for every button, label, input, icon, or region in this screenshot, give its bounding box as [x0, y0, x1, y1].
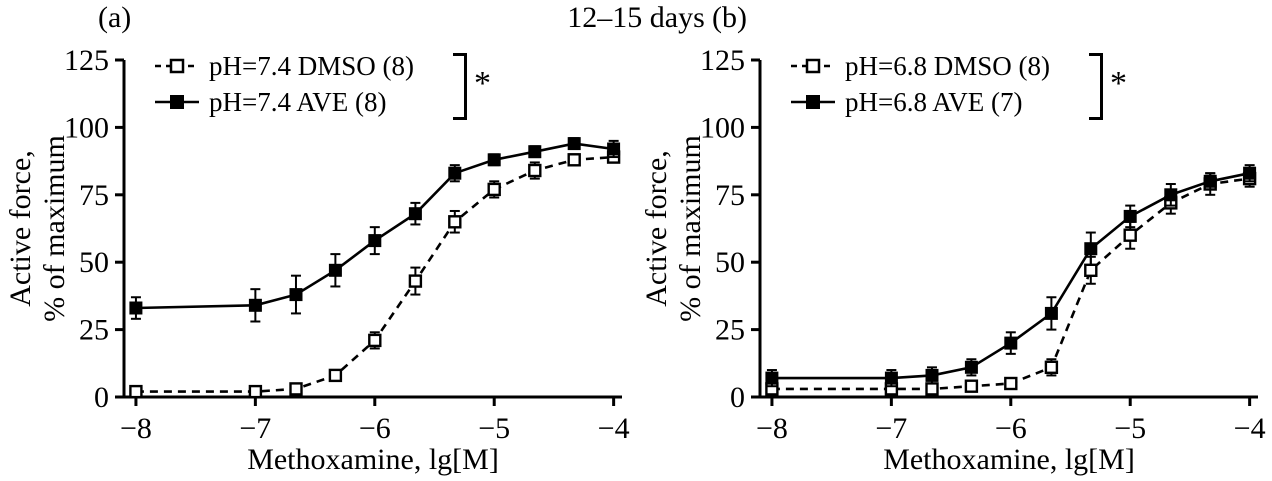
legend-label: pH=6.8 DMSO (8) [845, 50, 1050, 81]
svg-text:100: 100 [64, 111, 109, 144]
panel-a: 0 25 50 75 100 125 −8 −7 −6 −5 −4 Methoxamine, lg[M… [4, 34, 636, 481]
svg-text:0: 0 [94, 381, 109, 414]
svg-text:−4: −4 [1234, 412, 1266, 445]
svg-text:% of maximum: % of maximum [674, 135, 707, 322]
legend-item: pH=6.8 AVE (7) [790, 84, 1050, 120]
svg-text:−5: −5 [478, 412, 510, 445]
svg-text:−8: −8 [120, 412, 152, 445]
svg-text:125: 125 [700, 44, 745, 77]
svg-text:75: 75 [79, 179, 109, 212]
filled-square-solid-marker-icon [791, 95, 835, 109]
svg-text:Methoxamine, lg[M]: Methoxamine, lg[M] [883, 443, 1135, 476]
svg-text:0: 0 [730, 381, 745, 414]
svg-text:Active force,: Active force, [640, 150, 673, 307]
svg-text:% of maximum: % of maximum [38, 135, 71, 322]
legend-item: pH=6.8 DMSO (8) [790, 48, 1050, 84]
panel-b-label: (b) [712, 1, 747, 34]
significance-asterisk: * [474, 65, 491, 102]
svg-text:−8: −8 [756, 412, 788, 445]
figure-title: 12–15 days [567, 1, 705, 34]
filled-square-solid-marker-icon [155, 95, 199, 109]
panel-a-legend: pH=7.4 DMSO (8) pH=7.4 AVE (8) [154, 48, 414, 120]
svg-text:−7: −7 [875, 412, 907, 445]
significance-asterisk: * [1110, 65, 1127, 102]
open-square-dashed-marker-icon [791, 58, 835, 74]
svg-text:25: 25 [715, 314, 745, 347]
svg-text:50: 50 [715, 246, 745, 279]
svg-text:125: 125 [64, 44, 109, 77]
svg-text:25: 25 [79, 314, 109, 347]
open-square-dashed-marker-icon [155, 58, 199, 74]
panel-a-label: (a) [98, 1, 132, 34]
svg-text:−7: −7 [239, 412, 271, 445]
panel-b-chart: 0 25 50 75 100 125 −8 −7 −6 −5 −4 Methoxamine, lg[M… [640, 44, 1266, 476]
legend-item: pH=7.4 DMSO (8) [154, 48, 414, 84]
svg-text:75: 75 [715, 179, 745, 212]
svg-text:50: 50 [79, 246, 109, 279]
legend-label: pH=7.4 DMSO (8) [209, 50, 414, 81]
svg-text:100: 100 [700, 111, 745, 144]
legend-label: pH=6.8 AVE (7) [845, 86, 1023, 117]
panel-b-legend: pH=6.8 DMSO (8) pH=6.8 AVE (7) [790, 48, 1050, 120]
panel-a-chart: 0 25 50 75 100 125 −8 −7 −6 −5 −4 Methoxamine, lg[M… [4, 44, 630, 476]
svg-text:−6: −6 [359, 412, 391, 445]
legend-item: pH=7.4 AVE (8) [154, 84, 414, 120]
svg-text:Methoxamine, lg[M]: Methoxamine, lg[M] [247, 443, 499, 476]
panel-b: 0 25 50 75 100 125 −8 −7 −6 −5 −4 Methoxamine, lg[M… [640, 34, 1272, 481]
svg-text:−4: −4 [598, 412, 630, 445]
svg-text:Active force,: Active force, [4, 150, 37, 307]
svg-text:−5: −5 [1114, 412, 1146, 445]
significance-bracket [1089, 53, 1103, 120]
svg-text:−6: −6 [995, 412, 1027, 445]
legend-label: pH=7.4 AVE (8) [209, 86, 387, 117]
significance-bracket [453, 53, 467, 120]
